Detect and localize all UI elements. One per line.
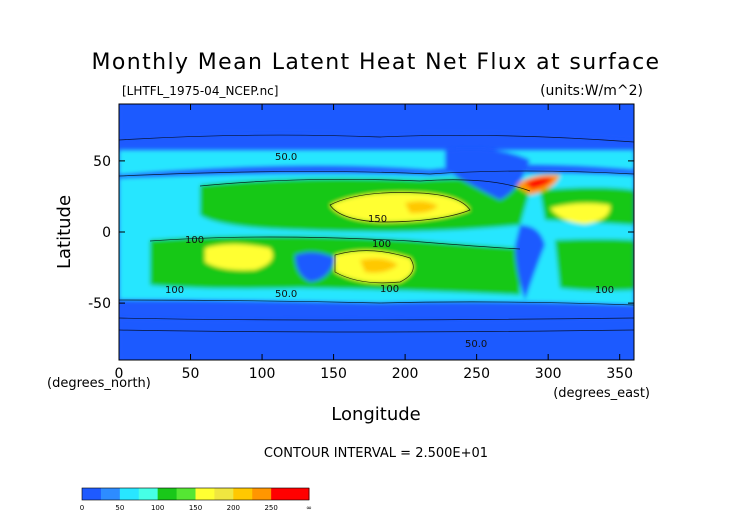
contour-line [119,134,634,143]
contour-label: 100 [595,285,614,296]
contour-interval: CONTOUR INTERVAL = 2.500E+01 [264,446,488,461]
colorbar-label: 0 [80,504,84,512]
contour-line [334,250,414,284]
contour-line [149,236,521,250]
colorbar-swatch [157,488,178,500]
peak-north-pacific [405,201,438,214]
colorbar-swatch [252,488,272,500]
contour-labels: 50.0 100 150 100 50.0 100 100 50.0 100 [165,152,614,350]
y-tick-label: 0 [102,225,111,241]
contour-label: 100 [380,284,399,295]
y-axis-label: Latitude [54,195,75,269]
colorbar-swatch [119,488,140,500]
y-unit-note: (degrees_north) [47,376,151,391]
contour-line [119,317,634,321]
colorbar-swatch [138,488,159,500]
max-north-atlantic [550,203,611,224]
arctic-low [119,104,634,140]
y-axis: 50 0 -50 [88,154,634,312]
x-tick-label: 100 [249,366,276,382]
file-label: [LHTFL_1975-04_NCEP.nc] [122,84,278,98]
x-axis: 0 50 100 150 200 250 300 350 [115,104,633,382]
x-tick-label: 200 [392,366,419,382]
colorbar-swatch [176,488,196,500]
colorbar-label: 50 [115,504,124,512]
north-america-low [445,148,530,200]
contour-label: 50.0 [275,289,297,300]
colorbar-label: 150 [189,504,202,512]
heat-patches [119,104,634,360]
chart-title: Monthly Mean Latent Heat Net Flux at sur… [92,50,661,75]
contour-line [199,178,531,192]
x-tick-label: 300 [535,366,562,382]
contour-line [329,192,471,223]
x-unit-note: (degrees_east) [553,386,650,401]
colorbar-label: 100 [151,504,164,512]
y-tick-label: -50 [88,296,111,312]
colorbar-label: 250 [264,504,277,512]
colorbar-frame [81,487,310,501]
contour-label: 150 [368,214,387,225]
x-axis-label: Longitude [331,404,421,425]
colorbar-swatch [290,488,310,500]
x-tick-label: 0 [115,366,124,382]
contour-label: 100 [372,239,391,250]
colorbar-label: 200 [227,504,240,512]
x-tick-label: 150 [320,366,347,382]
contour-label: 50.0 [465,339,487,350]
x-tick-label: 250 [463,366,490,382]
antarctic-low [119,318,634,360]
heatmap-area: 50.0 100 150 100 50.0 100 100 50.0 100 [119,104,634,360]
contour-lines [119,134,634,333]
contour-label: 100 [165,285,184,296]
x-tick-label: 350 [606,366,633,382]
contour-label: 100 [185,235,204,246]
colorbar-swatch [233,488,253,500]
units-label: (units:W/m^2) [540,83,643,99]
contour-line [119,170,634,177]
colorbar-swatch [82,488,102,500]
colorbar-swatch [195,488,215,500]
colorbar-swatch [271,488,291,500]
colorbar-swatch [100,488,121,500]
australia-low [295,252,335,282]
max-north-pacific [330,192,470,222]
peak-south-pacific [360,258,398,273]
max-south-indian [205,244,273,271]
colorbar-label: ∞ [306,504,312,512]
band-east-south-green [555,239,634,291]
colorbar-swatch [214,488,234,500]
contour-line [119,299,634,306]
contour-line [119,329,634,333]
peak-gulf-stream-red [525,177,553,189]
contour-label: 50.0 [275,152,297,163]
south-america-low [515,225,545,300]
colorbar: 0 50 100 150 200 250 ∞ [80,487,312,512]
x-tick-label: 50 [182,366,200,382]
y-tick-label: 50 [93,154,111,170]
